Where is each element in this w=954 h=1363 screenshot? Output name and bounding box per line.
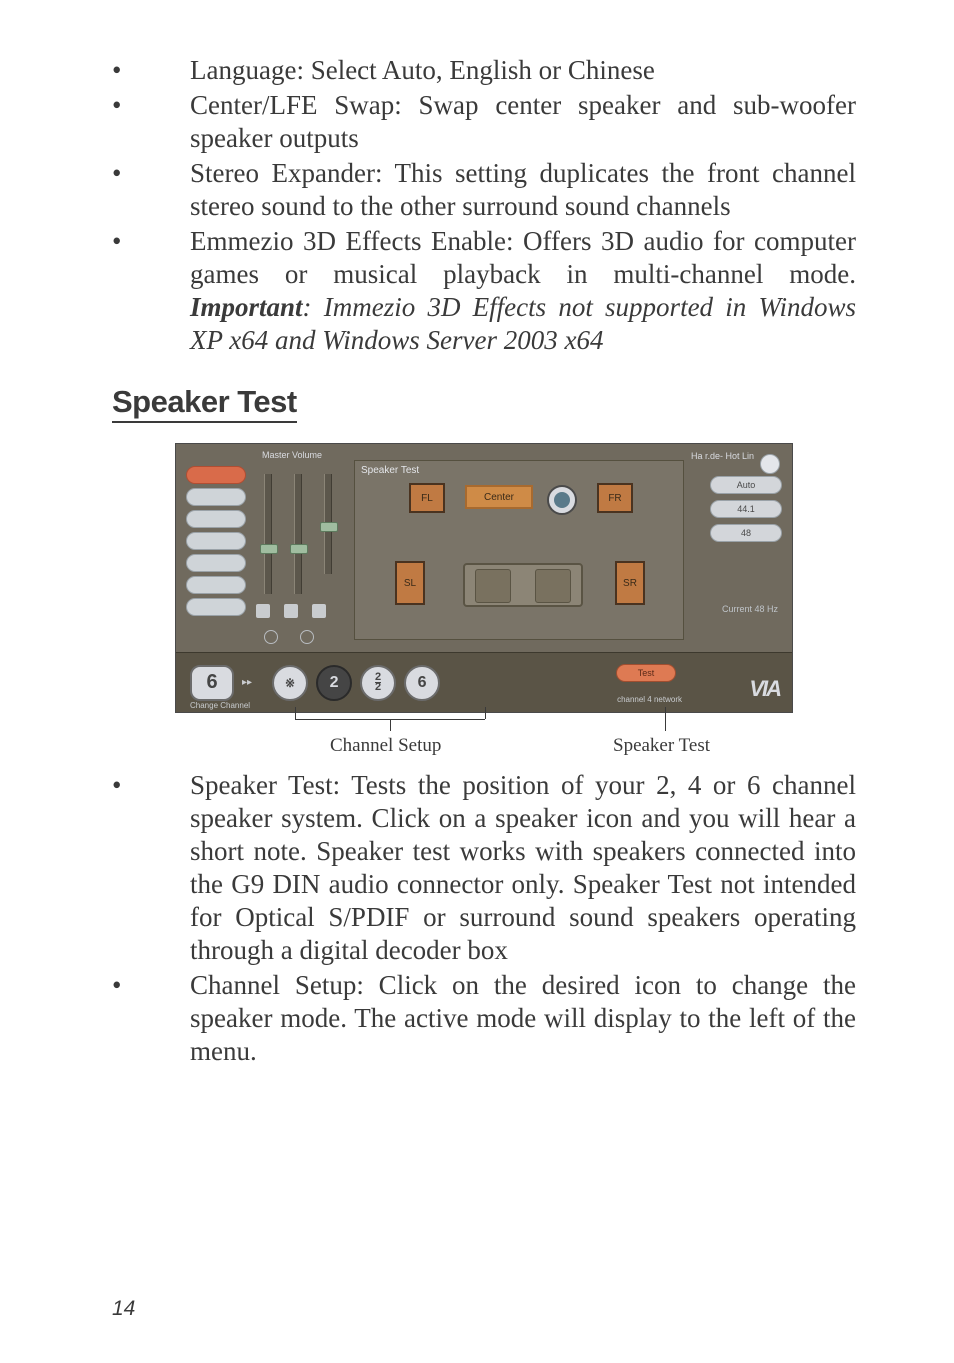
bullet-text: Stereo Expander: This setting duplicates… xyxy=(190,158,856,221)
callout-line xyxy=(665,707,666,731)
play-icon[interactable]: ▸▸ xyxy=(242,677,252,688)
lfe-icon[interactable] xyxy=(547,485,577,515)
speaker-stage: Speaker Test FL Center FR SL SR xyxy=(354,460,684,640)
slider-thumb[interactable] xyxy=(320,522,338,532)
speaker-sl[interactable]: SL xyxy=(395,561,425,605)
knob-row xyxy=(264,630,314,644)
channel-mode-button[interactable]: 6 xyxy=(404,665,440,701)
callout-line xyxy=(485,707,486,719)
tab-icon[interactable] xyxy=(186,488,246,506)
speaker-center[interactable]: Center xyxy=(465,485,533,509)
refresh-icon[interactable] xyxy=(760,454,780,474)
bullet-text: Speaker Test: Tests the position of your… xyxy=(190,770,856,965)
figure: Master Volume Speaker Test FL Center FR … xyxy=(175,443,793,765)
channel-count: 6 xyxy=(206,671,217,694)
speaker-label: SL xyxy=(404,578,416,589)
mute-icon[interactable] xyxy=(284,604,298,618)
rate-pill[interactable]: 48 xyxy=(710,524,782,542)
volume-slider[interactable] xyxy=(294,474,302,594)
figure-callouts: Channel Setup Speaker Test xyxy=(175,713,793,765)
knob-icon[interactable] xyxy=(264,630,278,644)
speaker-label: SR xyxy=(623,578,637,589)
via-logo: VIA xyxy=(749,676,780,702)
mode-label: 6 xyxy=(418,674,427,692)
speaker-fl[interactable]: FL xyxy=(409,483,445,513)
right-info-column: Auto 44.1 48 xyxy=(710,476,782,542)
bullet-text: Emmezio 3D Effects Enable: Offers 3D aud… xyxy=(190,226,856,289)
speaker-label: FL xyxy=(421,493,433,504)
stage-label: Speaker Test xyxy=(361,465,419,476)
list-item: Emmezio 3D Effects Enable: Offers 3D aud… xyxy=(112,225,856,357)
mute-icon[interactable] xyxy=(256,604,270,618)
mode-label: ※ xyxy=(285,676,295,690)
mute-icon[interactable] xyxy=(312,604,326,618)
channel-mode-button[interactable]: ※ xyxy=(272,665,308,701)
channel-network-label: channel 4 network xyxy=(617,696,682,705)
mode-label: 22 xyxy=(375,673,381,694)
audio-deck-panel: Master Volume Speaker Test FL Center FR … xyxy=(175,443,793,713)
bullet-text: Language: Select Auto, English or Chines… xyxy=(190,55,655,85)
hotkey-label: Ha r.de- Hot Lin xyxy=(691,452,754,462)
callout-line xyxy=(295,707,296,719)
bullet-text: Center/LFE Swap: Swap center speaker and… xyxy=(190,90,856,153)
callout-label: Speaker Test xyxy=(613,735,710,757)
list-item: Stereo Expander: This setting duplicates… xyxy=(112,157,856,223)
tab-icon[interactable] xyxy=(186,598,246,616)
callout-label: Channel Setup xyxy=(330,735,441,757)
mute-row xyxy=(256,604,326,618)
speaker-fr[interactable]: FR xyxy=(597,483,633,513)
control-bar: 6 ▸▸ ※ 2 22 6 Test channel 4 network Cha… xyxy=(176,652,792,712)
callout-line xyxy=(390,719,391,731)
volume-slider[interactable] xyxy=(264,474,272,594)
rate-pill[interactable]: 44.1 xyxy=(710,500,782,518)
speaker-label: Center xyxy=(484,492,514,503)
bullet-text: Channel Setup: Click on the desired icon… xyxy=(190,970,856,1066)
knob-icon[interactable] xyxy=(300,630,314,644)
tab-icon[interactable] xyxy=(186,466,246,484)
current-rate-label: Current 48 Hz xyxy=(722,604,778,615)
auto-pill[interactable]: Auto xyxy=(710,476,782,494)
list-item: Speaker Test: Tests the position of your… xyxy=(112,769,856,967)
bottom-bullet-list: Speaker Test: Tests the position of your… xyxy=(112,769,856,1067)
speaker-label: FR xyxy=(608,493,621,504)
couch-icon xyxy=(463,563,583,607)
change-channel-label: Change Channel xyxy=(190,702,250,711)
tab-icon[interactable] xyxy=(186,554,246,572)
mode-label: 2 xyxy=(330,674,339,692)
test-button[interactable]: Test xyxy=(616,664,676,682)
list-item: Channel Setup: Click on the desired icon… xyxy=(112,969,856,1068)
current-channel-icon: 6 xyxy=(190,665,234,701)
tab-icon[interactable] xyxy=(186,576,246,594)
page-number: 14 xyxy=(112,1297,135,1321)
top-bullet-list: Language: Select Auto, English or Chines… xyxy=(112,54,856,356)
important-label: Important xyxy=(190,292,303,322)
slider-thumb[interactable] xyxy=(260,544,278,554)
list-item: Language: Select Auto, English or Chines… xyxy=(112,54,856,87)
slider-thumb[interactable] xyxy=(290,544,308,554)
section-heading: Speaker Test xyxy=(112,384,297,423)
figure-container: Master Volume Speaker Test FL Center FR … xyxy=(112,443,856,765)
channel-mode-button[interactable]: 22 xyxy=(360,665,396,701)
tab-icon[interactable] xyxy=(186,532,246,550)
left-icon-column xyxy=(186,466,246,616)
speaker-sr[interactable]: SR xyxy=(615,561,645,605)
master-volume-label: Master Volume xyxy=(262,450,322,460)
list-item: Center/LFE Swap: Swap center speaker and… xyxy=(112,89,856,155)
tab-icon[interactable] xyxy=(186,510,246,528)
volume-slider[interactable] xyxy=(324,474,332,574)
channel-mode-button[interactable]: 2 xyxy=(316,665,352,701)
